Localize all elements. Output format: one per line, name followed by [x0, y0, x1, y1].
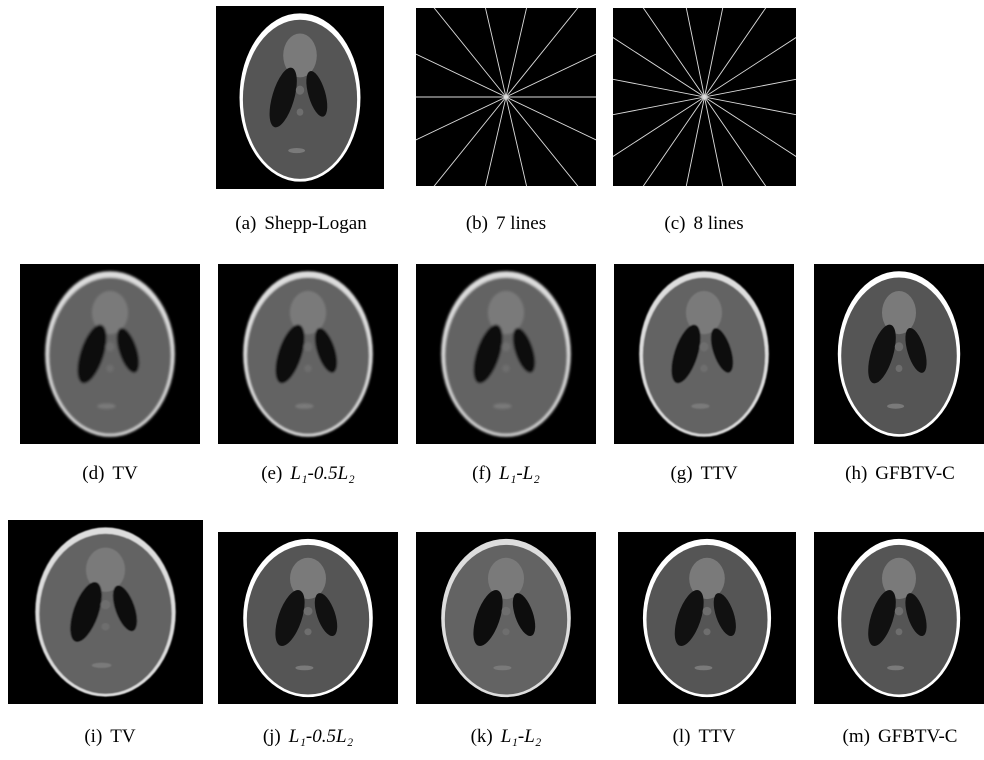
caption-label: (i): [84, 726, 102, 747]
caption-text: 7 lines: [496, 213, 546, 234]
caption-label: (e): [261, 463, 282, 484]
caption: (j) L₁-0.5L₂: [198, 726, 418, 748]
caption-text: GFBTV-C: [878, 726, 958, 747]
caption-text: TTV: [699, 726, 736, 747]
caption-text: L₁-0.5L₂: [289, 726, 353, 747]
phantom: [838, 539, 960, 697]
phantom: [240, 13, 361, 181]
phantom: [35, 527, 175, 696]
dot: [304, 607, 313, 616]
panel-image: [814, 264, 984, 444]
caption: (l) TTV: [594, 726, 814, 748]
panel-image: [614, 264, 794, 444]
caption-label: (a): [235, 213, 256, 234]
panel-image: [416, 264, 596, 444]
caption-text: L₁-L₂: [499, 463, 540, 484]
dot: [92, 663, 112, 668]
dot: [288, 148, 305, 153]
phantom: [441, 271, 571, 437]
dot: [896, 365, 903, 372]
caption-text: L₁-L₂: [501, 726, 542, 747]
phantom: [441, 539, 571, 697]
caption-label: (d): [82, 463, 104, 484]
caption-text: Shepp-Logan: [264, 213, 366, 234]
dot: [101, 600, 111, 609]
caption: (b) 7 lines: [396, 213, 616, 235]
caption-label: (b): [466, 213, 488, 234]
caption: (h) GFBTV-C: [790, 463, 984, 485]
dot: [703, 628, 710, 635]
panel-image: [8, 520, 203, 704]
caption-label: (l): [673, 726, 691, 747]
dot: [295, 404, 313, 409]
dot: [887, 665, 904, 670]
dot: [700, 342, 709, 351]
caption-label: (g): [670, 463, 692, 484]
caption: (d) TV: [0, 463, 220, 485]
figure: (a)Shepp-Logan(b)7 lines(c)8 lines(d)TV(…: [0, 0, 984, 760]
caption-text: TV: [112, 463, 137, 484]
dot: [304, 342, 313, 351]
phantom: [838, 271, 960, 437]
caption: (i) TV: [0, 726, 220, 748]
dot: [703, 607, 712, 616]
phantom: [45, 271, 175, 437]
phantom: [243, 539, 373, 697]
panel-image: [216, 6, 384, 189]
phantom: [639, 271, 769, 437]
dot: [896, 628, 903, 635]
caption-label: (j): [263, 726, 281, 747]
dot: [895, 607, 904, 616]
caption: (c) 8 lines: [594, 213, 814, 235]
caption: (g) TTV: [594, 463, 814, 485]
panel-image: [218, 264, 398, 444]
caption-text: TTV: [701, 463, 738, 484]
dot: [102, 623, 110, 630]
panel-image: [416, 532, 596, 704]
dot: [895, 342, 904, 351]
caption-text: 8 lines: [693, 213, 743, 234]
caption-text: GFBTV-C: [875, 463, 955, 484]
dot: [304, 365, 311, 372]
caption-label: (f): [472, 463, 491, 484]
caption: (f) L₁-L₂: [396, 463, 616, 485]
dot: [502, 365, 509, 372]
caption: (a) Shepp-Logan: [191, 213, 411, 235]
panel-image: [613, 8, 796, 186]
phantom: [243, 271, 373, 437]
caption-label: (c): [664, 213, 685, 234]
dot: [493, 404, 511, 409]
dot: [296, 86, 304, 95]
dot: [295, 665, 313, 670]
panel-image: [416, 8, 596, 186]
dot: [502, 607, 511, 616]
caption-label: (k): [471, 726, 493, 747]
phantom: [643, 539, 771, 697]
caption-label: (m): [843, 726, 870, 747]
caption-text: L₁-0.5L₂: [290, 463, 354, 484]
dot: [695, 665, 713, 670]
caption-label: (h): [845, 463, 867, 484]
panel-image: [218, 532, 398, 704]
dot: [106, 365, 113, 372]
dot: [493, 665, 511, 670]
dot: [502, 628, 509, 635]
panel-image: [20, 264, 200, 444]
dot: [887, 404, 904, 409]
caption: (k) L₁-L₂: [396, 726, 616, 748]
caption: (e) L₁-0.5L₂: [198, 463, 418, 485]
dot: [700, 365, 707, 372]
panel-image: [618, 532, 796, 704]
dot: [691, 404, 709, 409]
dot: [304, 628, 311, 635]
dot: [502, 342, 511, 351]
dot: [297, 108, 304, 115]
panel-image: [814, 532, 984, 704]
dot: [106, 342, 115, 351]
caption: (m) GFBTV-C: [790, 726, 984, 748]
caption-text: TV: [110, 726, 135, 747]
dot: [97, 404, 115, 409]
